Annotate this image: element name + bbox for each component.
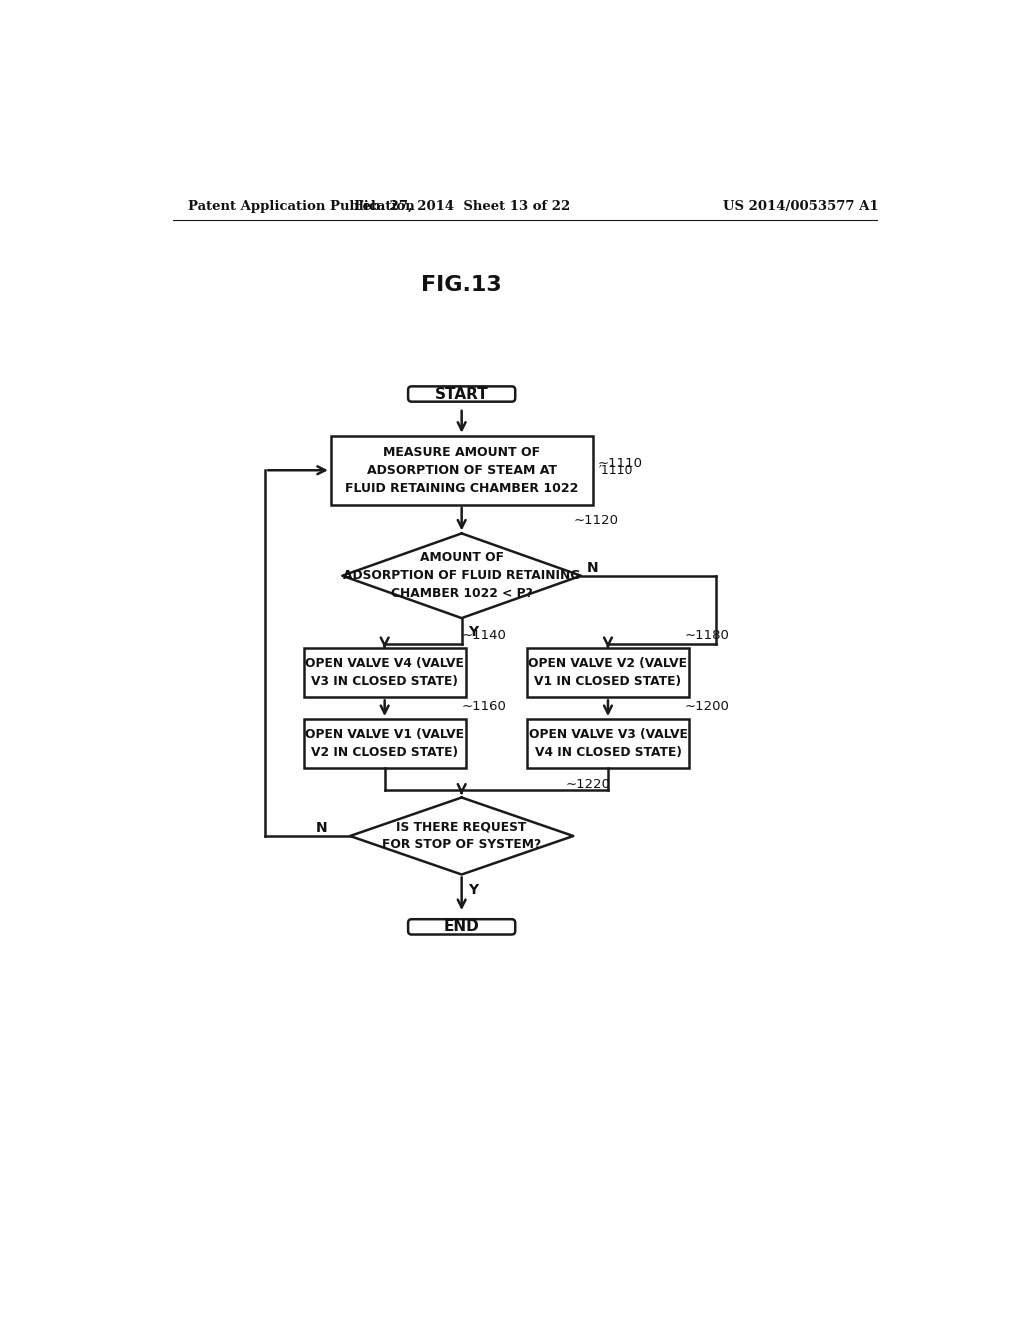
Text: N: N: [587, 561, 599, 576]
Bar: [304, 648, 466, 697]
Text: MEASURE AMOUNT OF
ADSORPTION OF STEAM AT
FLUID RETAINING CHAMBER 1022: MEASURE AMOUNT OF ADSORPTION OF STEAM AT…: [345, 446, 579, 495]
Bar: [527, 719, 689, 768]
Text: IS THERE REQUEST
FOR STOP OF SYSTEM?: IS THERE REQUEST FOR STOP OF SYSTEM?: [382, 821, 542, 851]
Text: FIG.13: FIG.13: [421, 276, 502, 296]
Text: Y: Y: [468, 624, 478, 639]
Text: OPEN VALVE V3 (VALVE
V4 IN CLOSED STATE): OPEN VALVE V3 (VALVE V4 IN CLOSED STATE): [528, 729, 687, 759]
Text: ∼1200: ∼1200: [685, 700, 730, 713]
Text: ∼1110: ∼1110: [597, 457, 642, 470]
Bar: [304, 719, 466, 768]
Text: US 2014/0053577 A1: US 2014/0053577 A1: [723, 199, 879, 213]
Text: START: START: [435, 387, 488, 401]
FancyBboxPatch shape: [409, 387, 515, 401]
Text: OPEN VALVE V4 (VALVE
V3 IN CLOSED STATE): OPEN VALVE V4 (VALVE V3 IN CLOSED STATE): [305, 657, 464, 688]
Text: ∼1140: ∼1140: [462, 628, 507, 642]
Text: ∼1180: ∼1180: [685, 628, 730, 642]
Polygon shape: [350, 797, 573, 875]
FancyBboxPatch shape: [409, 919, 515, 935]
Text: ′1110: ′1110: [599, 463, 633, 477]
Text: ∼1120: ∼1120: [573, 515, 618, 527]
Bar: [331, 436, 593, 506]
Text: END: END: [443, 919, 479, 935]
Bar: [527, 648, 689, 697]
Polygon shape: [342, 533, 581, 618]
Text: OPEN VALVE V1 (VALVE
V2 IN CLOSED STATE): OPEN VALVE V1 (VALVE V2 IN CLOSED STATE): [305, 729, 464, 759]
Text: ∼1160: ∼1160: [462, 700, 507, 713]
Text: N: N: [315, 821, 327, 836]
Text: ∼1220: ∼1220: [565, 779, 610, 792]
Text: Patent Application Publication: Patent Application Publication: [188, 199, 415, 213]
Text: Y: Y: [468, 883, 478, 896]
Text: OPEN VALVE V2 (VALVE
V1 IN CLOSED STATE): OPEN VALVE V2 (VALVE V1 IN CLOSED STATE): [528, 657, 687, 688]
Text: Feb. 27, 2014  Sheet 13 of 22: Feb. 27, 2014 Sheet 13 of 22: [353, 199, 569, 213]
Text: AMOUNT OF
ADSORPTION OF FLUID RETAINING
CHAMBER 1022 < P?: AMOUNT OF ADSORPTION OF FLUID RETAINING …: [343, 552, 581, 601]
